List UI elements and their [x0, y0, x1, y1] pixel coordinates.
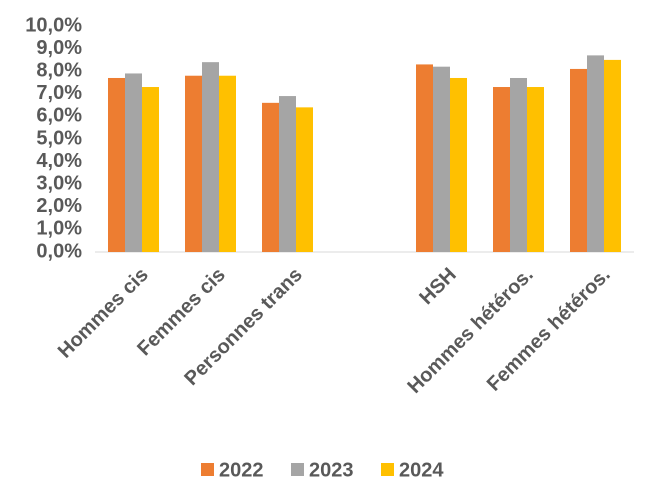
y-tick-label: 7,0%	[36, 82, 82, 104]
y-tick-label: 5,0%	[36, 127, 82, 149]
y-tick-label: 1,0%	[36, 218, 82, 240]
y-tick-label: 6,0%	[36, 105, 82, 127]
y-tick-label: 4,0%	[36, 150, 82, 172]
y-tick-label: 9,0%	[36, 37, 82, 59]
bar	[604, 59, 621, 253]
bar	[296, 107, 313, 252]
bar	[493, 87, 510, 253]
bar	[527, 87, 544, 253]
bar	[510, 77, 527, 252]
y-tick-label: 8,0%	[36, 59, 82, 81]
bar	[570, 68, 587, 252]
y-tick-label: 3,0%	[36, 172, 82, 194]
bar	[142, 87, 159, 253]
y-tick-label: 0,0%	[36, 240, 82, 262]
x-tick-label: Hommes hétéros.	[404, 264, 538, 398]
bar	[587, 55, 604, 252]
bar	[125, 73, 142, 253]
bar	[262, 102, 279, 252]
bar	[416, 64, 433, 252]
bar	[279, 96, 296, 252]
legend-swatch	[201, 463, 214, 476]
bar	[450, 77, 467, 252]
x-tick-label: HSH	[415, 264, 460, 309]
bar	[219, 75, 236, 252]
bar	[185, 75, 202, 252]
bar	[202, 62, 219, 252]
legend-swatch	[381, 463, 394, 476]
legend-label: 2024	[399, 459, 444, 481]
legend-label: 2023	[309, 459, 354, 481]
bar	[433, 66, 450, 253]
y-tick-label: 2,0%	[36, 195, 82, 217]
y-tick-label: 10,0%	[25, 14, 82, 36]
legend-swatch	[291, 463, 304, 476]
bar	[108, 77, 125, 252]
legend-label: 2022	[219, 459, 264, 481]
